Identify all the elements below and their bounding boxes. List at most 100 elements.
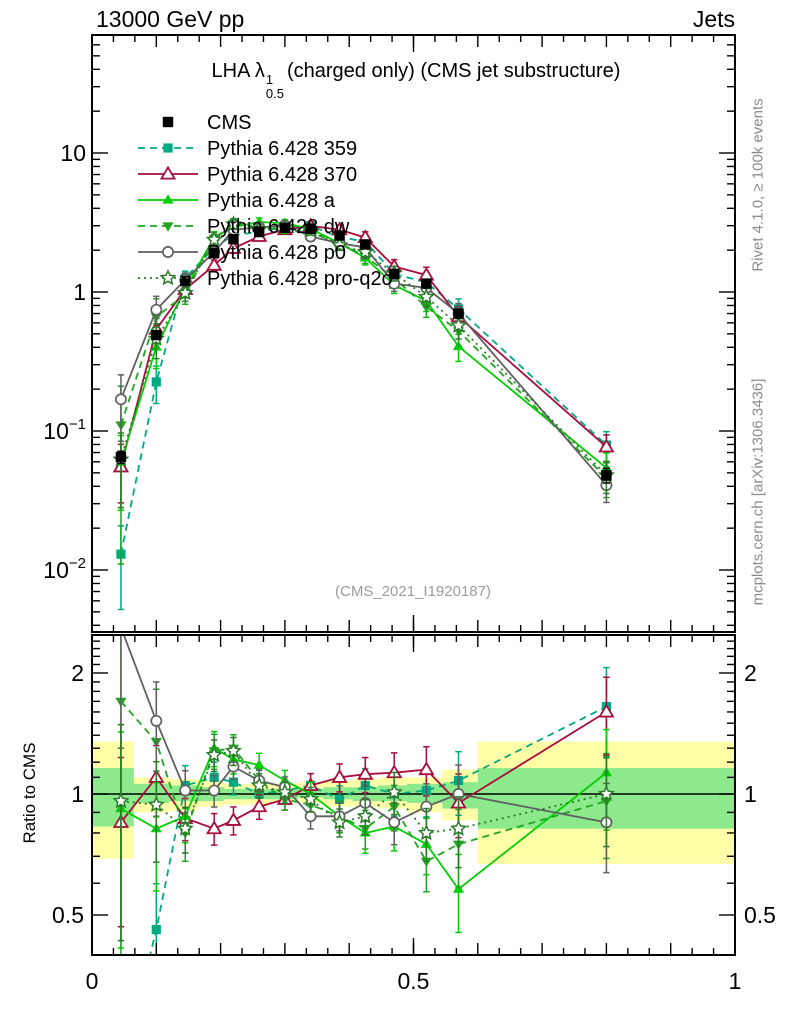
legend-item-pythia-6-428-pro-q2o: Pythia 6.428 pro-q2o <box>138 268 393 290</box>
legend-label: Pythia 6.428 359 <box>207 138 357 160</box>
series-line <box>120 746 607 891</box>
marker-star-open <box>176 819 194 836</box>
marker-star-open <box>224 741 242 759</box>
marker-star-open <box>205 230 223 248</box>
marker-star-open <box>331 236 349 253</box>
marker-star-open <box>597 785 615 802</box>
marker-circle-open <box>304 810 317 823</box>
analysis-group-label: Jets <box>692 6 735 32</box>
marker-square <box>421 278 432 289</box>
title-subscript: 0.5 <box>265 85 284 101</box>
title-prefix: LHA λ <box>211 60 265 82</box>
main-y-tick-label: 10−1 <box>43 416 86 444</box>
series-line <box>120 222 608 479</box>
marker-triangle-open <box>205 256 223 271</box>
ratio-y-tick-label-right: 1 <box>744 781 757 807</box>
marker-circle-open <box>116 622 126 632</box>
uncertainty-bands <box>92 741 735 864</box>
ratio-y-tick-label-left: 1 <box>71 781 84 807</box>
legend-label: CMS <box>207 112 251 134</box>
marker-triangle-down <box>420 857 432 867</box>
legend-label: Pythia 6.428 p0 <box>207 242 346 264</box>
marker-square <box>334 794 345 804</box>
ratio-y-tick-label-right: 2 <box>744 660 757 686</box>
title-lambda-exponents: 1 0.5 <box>266 73 284 100</box>
ratio-y-tick-label-right: 0.5 <box>744 902 776 928</box>
legend-item-pythia-6-428-359: Pythia 6.428 359 <box>138 138 357 160</box>
marker-triangle-open <box>251 798 268 813</box>
marker-square <box>151 924 161 935</box>
series-main-pythia-6-428-370 <box>112 217 615 504</box>
marker-star-open <box>250 776 268 793</box>
title-suffix: (charged only) (CMS jet substructure) <box>286 60 621 82</box>
marker-circle-open <box>162 246 174 258</box>
marker-triangle-open <box>205 820 223 835</box>
marker-star-open <box>356 243 374 260</box>
ratio-y-tick-label-left: 2 <box>71 660 84 686</box>
x-tick-label: 1 <box>729 968 742 994</box>
legend-label: Pythia 6.428 a <box>207 190 336 212</box>
marker-star-open <box>302 790 320 807</box>
marker-circle-open <box>388 816 401 829</box>
marker-circle-open <box>208 784 221 797</box>
marker-star-open <box>331 813 349 830</box>
marker-square <box>305 223 316 234</box>
marker-square <box>162 116 174 128</box>
marker-star-open <box>450 819 468 836</box>
main-panel-frame <box>91 34 736 633</box>
marker-star-open <box>356 807 374 824</box>
marker-triangle-open <box>598 438 615 453</box>
legend-item-cms: CMS <box>162 112 251 134</box>
marker-circle-open <box>179 784 192 797</box>
marker-square <box>334 230 345 241</box>
marker-triangle-open <box>331 768 348 783</box>
marker-triangle-open <box>159 165 177 180</box>
marker-circle-open <box>150 714 163 727</box>
marker-triangle-open <box>225 811 242 826</box>
marker-square <box>228 777 239 787</box>
marker-triangle-down <box>162 222 174 232</box>
legend-label: Pythia 6.428 pro-q2o <box>207 268 393 290</box>
legend-label: Pythia 6.428 dw <box>207 216 350 238</box>
marker-square <box>180 275 191 287</box>
marker-circle-open <box>150 303 163 316</box>
marker-star-open <box>385 783 403 800</box>
marker-square <box>163 143 173 153</box>
x-tick-label: 0 <box>86 968 99 994</box>
marker-square <box>360 239 371 250</box>
main-y-tick-label: 1 <box>73 279 86 305</box>
legend-item-pythia-6-428-p0: Pythia 6.428 p0 <box>138 242 346 264</box>
marker-square <box>253 226 265 238</box>
marker-star-open <box>450 316 468 333</box>
marker-triangle-open <box>418 761 435 776</box>
marker-square <box>389 268 400 280</box>
marker-circle-open <box>114 393 127 406</box>
legend: CMS Pythia 6.428 359 Pythia 6.428 370 Pythi… <box>138 112 393 290</box>
marker-star-open <box>176 284 194 301</box>
series-main-cms <box>115 222 612 484</box>
marker-square <box>151 377 161 387</box>
marker-triangle-open <box>225 239 242 254</box>
series-main-pythia-6-428-p0 <box>114 219 613 504</box>
series-line <box>120 223 608 476</box>
marker-triangle-down <box>420 303 432 313</box>
marker-star-open <box>417 288 435 305</box>
title-superscript: 1 <box>265 72 274 87</box>
marker-triangle-open <box>598 703 615 718</box>
marker-square <box>279 222 291 233</box>
marker-triangle-open <box>357 765 374 780</box>
marker-star-open <box>276 783 294 800</box>
marker-star-open <box>147 795 165 812</box>
marker-star-open <box>112 792 130 809</box>
legend-item-pythia-6-428-a: Pythia 6.428 a <box>138 190 336 212</box>
beam-energy-label: 13000 GeV pp <box>96 6 245 32</box>
band-green <box>323 787 353 800</box>
series-ratio-pythia-6-428-pro-q2o <box>112 723 615 942</box>
marker-star-open <box>224 215 242 232</box>
marker-triangle-up <box>253 759 265 769</box>
marker-square <box>453 308 464 319</box>
marker-triangle-up <box>162 194 174 204</box>
marker-square <box>115 451 127 463</box>
